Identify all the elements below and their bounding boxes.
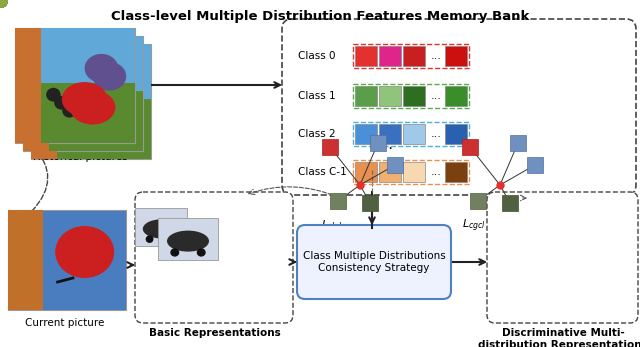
FancyBboxPatch shape: [462, 139, 478, 155]
FancyBboxPatch shape: [379, 86, 401, 106]
FancyBboxPatch shape: [445, 162, 467, 182]
FancyBboxPatch shape: [403, 162, 425, 182]
FancyBboxPatch shape: [403, 124, 425, 144]
Text: ...: ...: [431, 129, 442, 139]
FancyBboxPatch shape: [15, 83, 135, 143]
FancyBboxPatch shape: [445, 46, 467, 66]
FancyBboxPatch shape: [23, 36, 143, 151]
FancyBboxPatch shape: [370, 135, 386, 151]
Text: $L_{elcl}$: $L_{elcl}$: [321, 218, 343, 232]
FancyBboxPatch shape: [470, 193, 486, 209]
FancyBboxPatch shape: [403, 86, 425, 106]
FancyBboxPatch shape: [8, 265, 126, 310]
Text: Class C-1: Class C-1: [298, 167, 347, 177]
FancyBboxPatch shape: [445, 86, 467, 106]
Text: Class 1: Class 1: [298, 91, 335, 101]
FancyBboxPatch shape: [158, 218, 218, 260]
Ellipse shape: [84, 54, 118, 83]
FancyBboxPatch shape: [445, 124, 467, 144]
FancyBboxPatch shape: [31, 44, 58, 159]
Text: Class-level Multiple Distribution Features Memory Bank: Class-level Multiple Distribution Featur…: [111, 10, 529, 23]
FancyBboxPatch shape: [355, 46, 377, 66]
Ellipse shape: [46, 88, 61, 102]
FancyBboxPatch shape: [8, 210, 126, 310]
Ellipse shape: [93, 62, 126, 91]
Text: Basic Representations: Basic Representations: [149, 328, 281, 338]
FancyBboxPatch shape: [31, 44, 151, 99]
FancyBboxPatch shape: [23, 91, 143, 151]
FancyBboxPatch shape: [23, 36, 143, 91]
Ellipse shape: [143, 219, 179, 238]
Text: Class 2: Class 2: [298, 129, 335, 139]
Ellipse shape: [146, 235, 154, 243]
FancyBboxPatch shape: [31, 99, 151, 159]
Text: $L_{cgcl}$: $L_{cgcl}$: [462, 218, 486, 235]
FancyBboxPatch shape: [135, 208, 187, 246]
Ellipse shape: [62, 104, 77, 118]
FancyBboxPatch shape: [403, 46, 425, 66]
FancyBboxPatch shape: [355, 86, 377, 106]
FancyBboxPatch shape: [297, 225, 451, 299]
Text: Class Multiple Distributions
Consistency Strategy: Class Multiple Distributions Consistency…: [303, 251, 445, 273]
Ellipse shape: [62, 82, 108, 117]
Ellipse shape: [168, 235, 177, 243]
FancyBboxPatch shape: [379, 46, 401, 66]
Text: Historical pictures: Historical pictures: [33, 152, 127, 162]
Text: Current picture: Current picture: [26, 318, 105, 328]
FancyBboxPatch shape: [510, 135, 526, 151]
FancyBboxPatch shape: [15, 28, 135, 83]
Text: ...: ...: [431, 167, 442, 177]
Ellipse shape: [100, 70, 134, 99]
FancyBboxPatch shape: [527, 157, 543, 173]
FancyBboxPatch shape: [379, 124, 401, 144]
FancyBboxPatch shape: [8, 210, 44, 310]
Ellipse shape: [54, 96, 68, 110]
FancyBboxPatch shape: [330, 193, 346, 209]
Text: Class 0: Class 0: [298, 51, 335, 61]
Ellipse shape: [167, 231, 209, 252]
FancyBboxPatch shape: [15, 28, 135, 143]
FancyBboxPatch shape: [322, 139, 338, 155]
FancyBboxPatch shape: [23, 36, 49, 151]
Ellipse shape: [170, 248, 179, 257]
Ellipse shape: [196, 248, 205, 257]
Text: Discriminative Multi-
distribution Representations: Discriminative Multi- distribution Repre…: [478, 328, 640, 347]
FancyBboxPatch shape: [362, 195, 378, 211]
Text: ...: ...: [431, 91, 442, 101]
FancyBboxPatch shape: [31, 44, 151, 159]
FancyBboxPatch shape: [44, 265, 126, 310]
Text: ...: ...: [431, 51, 442, 61]
Text: ⋮: ⋮: [382, 135, 397, 151]
Ellipse shape: [70, 90, 115, 125]
FancyBboxPatch shape: [379, 162, 401, 182]
Ellipse shape: [78, 98, 124, 133]
FancyBboxPatch shape: [15, 28, 42, 143]
FancyBboxPatch shape: [355, 124, 377, 144]
FancyBboxPatch shape: [487, 192, 638, 323]
FancyBboxPatch shape: [355, 162, 377, 182]
FancyBboxPatch shape: [387, 157, 403, 173]
Ellipse shape: [55, 226, 114, 278]
FancyBboxPatch shape: [502, 195, 518, 211]
FancyBboxPatch shape: [282, 19, 636, 195]
FancyBboxPatch shape: [135, 192, 293, 323]
